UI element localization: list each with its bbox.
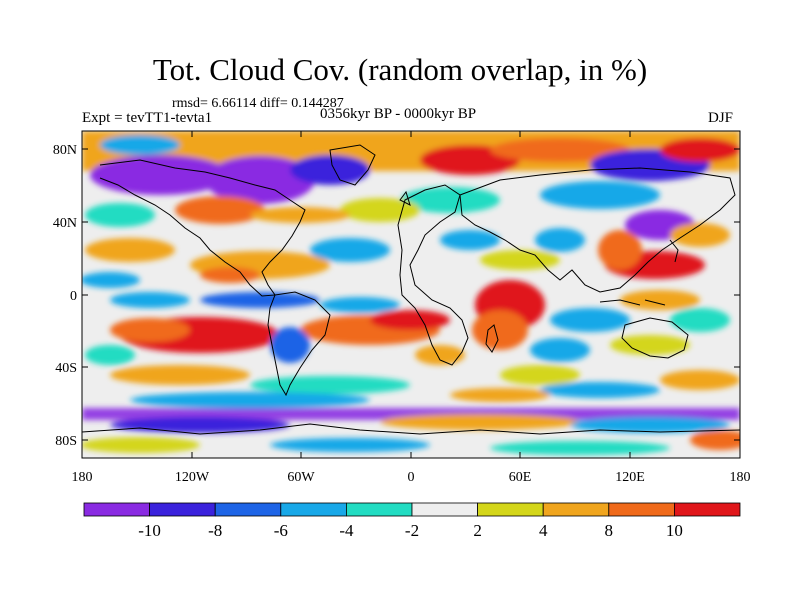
lon-label-120w: 120W bbox=[175, 470, 210, 485]
lat-label-0: 0 bbox=[70, 289, 77, 304]
colorbar-box bbox=[83, 502, 150, 517]
colorbar-box bbox=[280, 502, 347, 517]
colorbar-box bbox=[345, 502, 413, 517]
colorbar-box bbox=[542, 502, 610, 517]
colorbar-label: 4 bbox=[539, 521, 548, 540]
colorbar-box bbox=[149, 502, 216, 517]
lat-label-40s: 40S bbox=[55, 361, 77, 376]
colorbar-box bbox=[608, 502, 675, 517]
colorbar-label: -2 bbox=[405, 521, 419, 540]
colorbar-box bbox=[674, 502, 741, 517]
season-label: DJF bbox=[708, 110, 734, 126]
lon-label-180e: 180 bbox=[730, 470, 751, 485]
map-title: Tot. Cloud Cov. (random overlap, in %) bbox=[152, 52, 648, 87]
lon-label-120e: 120E bbox=[615, 470, 645, 485]
colorbar-label: 8 bbox=[605, 521, 614, 540]
colorbar-box bbox=[411, 502, 478, 517]
cloud-anomaly-field bbox=[82, 131, 740, 458]
lat-label-80n: 80N bbox=[53, 143, 77, 158]
colorbar-label: -8 bbox=[208, 521, 222, 540]
colorbar-box bbox=[477, 502, 544, 517]
lon-label-60e: 60E bbox=[509, 470, 532, 485]
colorbar-label: -4 bbox=[339, 521, 354, 540]
colorbar-labels: -10 -8 -6 -4 -2 2 4 8 10 bbox=[138, 521, 683, 540]
lon-label-60w: 60W bbox=[287, 470, 315, 485]
colorbar-box bbox=[214, 502, 282, 517]
lat-label-80s: 80S bbox=[55, 434, 77, 449]
colorbar-label: 2 bbox=[473, 521, 482, 540]
lon-label-0: 0 bbox=[408, 470, 415, 485]
lat-label-40n: 40N bbox=[53, 216, 77, 231]
coastlines bbox=[82, 144, 740, 435]
period-label: 0356kyr BP - 0000kyr BP bbox=[320, 106, 477, 122]
lon-label-180w: 180 bbox=[72, 470, 93, 485]
colorbar-label: -6 bbox=[274, 521, 288, 540]
colorbar-label: 10 bbox=[666, 521, 683, 540]
colorbar bbox=[83, 502, 741, 517]
colorbar-label: -10 bbox=[138, 521, 161, 540]
experiment-label: Expt = tevTT1-tevta1 bbox=[82, 110, 213, 126]
stats-text: rmsd= 6.66114 diff= 0.144287 bbox=[172, 96, 344, 111]
